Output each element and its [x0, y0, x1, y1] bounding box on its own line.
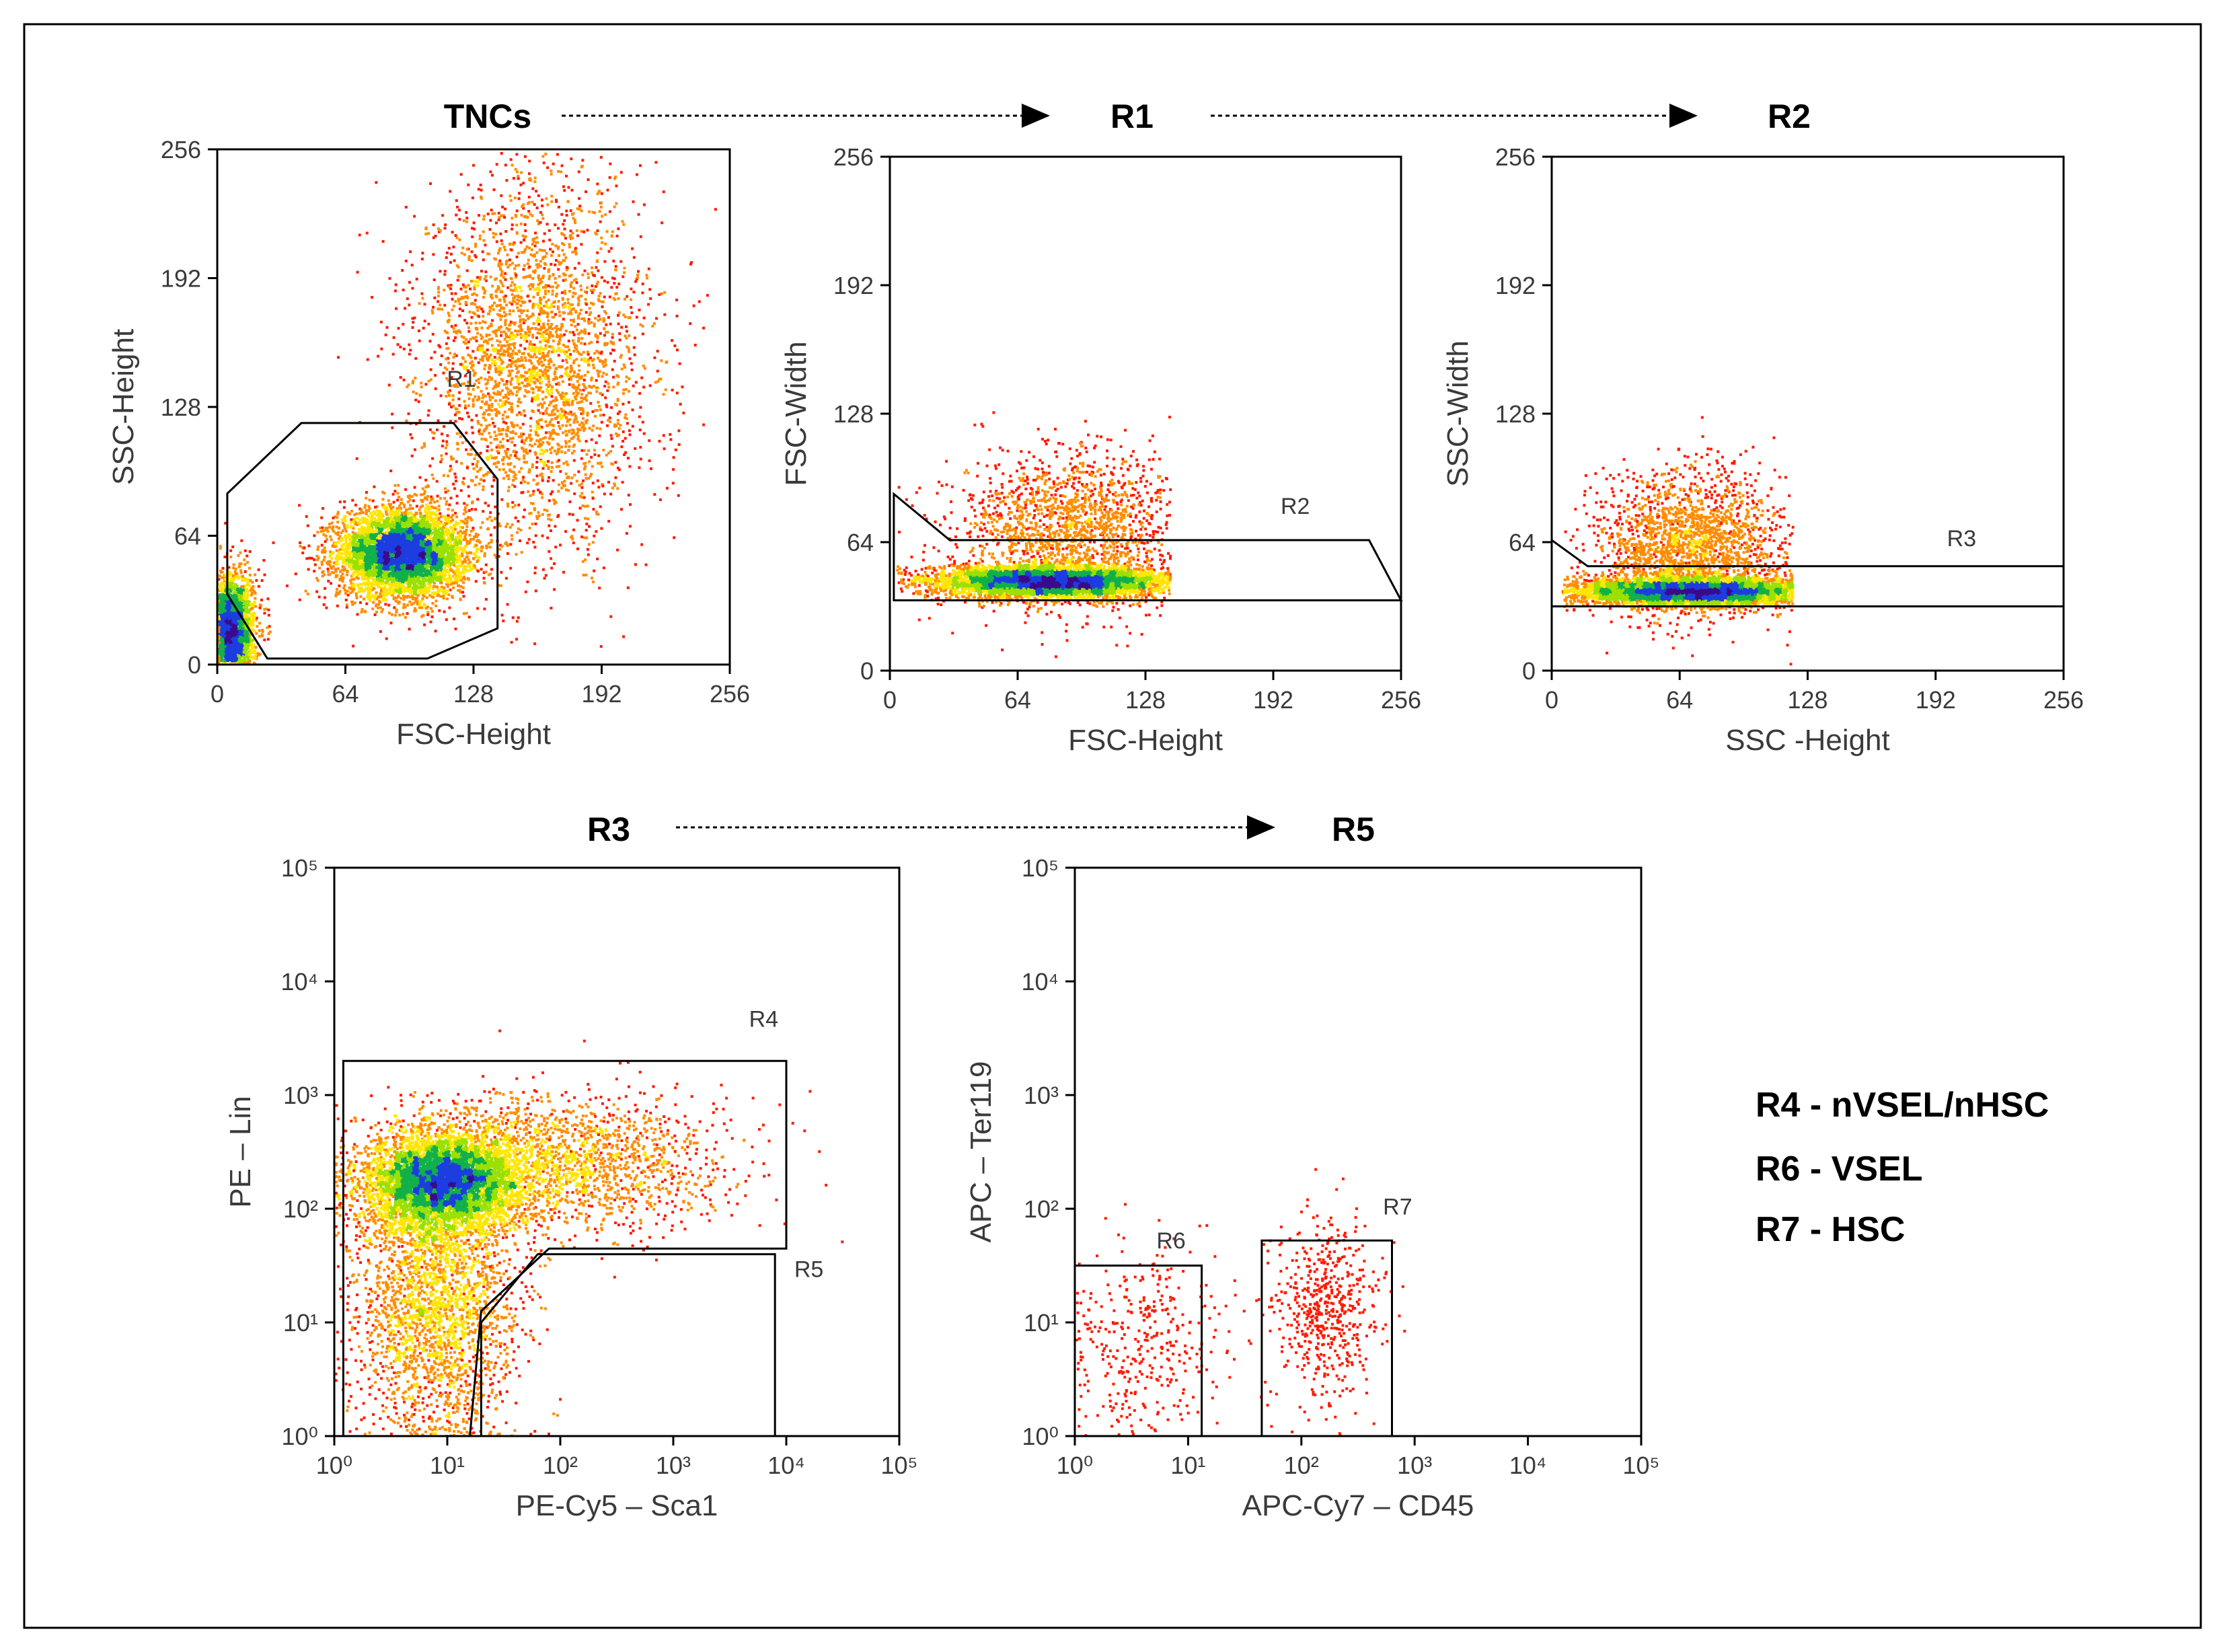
x-tick-label: 256: [2043, 686, 2084, 714]
flow-label-tncs: TNCs: [444, 98, 532, 135]
gate-r2: [893, 492, 1403, 601]
gate-r1: [226, 422, 499, 660]
y-tick-label: 128: [161, 393, 201, 421]
x-axis-label: PE-Cy5 – Sca1: [516, 1489, 718, 1522]
x-tick-label: 10³: [656, 1452, 691, 1479]
y-tick-label: 10¹: [283, 1309, 318, 1337]
gate-r4: [342, 1059, 788, 1437]
x-tick-label: 64: [1666, 686, 1693, 714]
y-tick-label: 192: [1495, 272, 1536, 299]
x-tick-label: 10⁵: [1623, 1452, 1660, 1479]
gate-label-r7: R7: [1383, 1195, 1412, 1220]
y-tick-label: 10⁴: [280, 968, 318, 996]
x-tick-label: 10⁴: [767, 1452, 805, 1479]
y-tick-label: 64: [1509, 529, 1536, 556]
y-tick-label: 256: [1495, 143, 1536, 171]
y-tick-label: 0: [1522, 657, 1536, 685]
x-tick-label: 256: [710, 680, 750, 708]
plot-r1: R2 0 64 128 192 256 0 64 128 192 256 FSC-Height FSC-…: [780, 143, 1421, 757]
gate-label-r3: R3: [1947, 526, 1976, 552]
y-tick-label: 10⁵: [281, 854, 318, 882]
y-tick-label: 192: [161, 265, 201, 293]
density-cloud: [1561, 416, 1795, 666]
gate-label-r5: R5: [794, 1256, 823, 1282]
plot-r2: R3 0 64 128 192 256 0 64 128 192 256 SSC -Height SSC…: [1441, 143, 2084, 757]
plot-tncs: R1 0 64 128 192 256 0 64 128 192 256 FSC-Height SSC-…: [107, 136, 750, 751]
x-axis-label: SSC -Height: [1725, 724, 1890, 757]
x-tick-label: 192: [581, 680, 621, 708]
x-tick-label: 192: [1253, 686, 1293, 714]
y-tick-label: 10⁰: [282, 1423, 318, 1450]
y-tick-label: 10⁵: [1022, 854, 1059, 882]
y-tick-label: 10³: [1024, 1082, 1059, 1109]
gate-label-r4: R4: [749, 1007, 778, 1032]
legend: R4 - nVSEL/nHSC R6 - VSEL R7 - HSC: [1756, 1086, 2049, 1249]
x-tick-label: 0: [211, 680, 224, 708]
y-tick-label: 64: [847, 529, 874, 556]
legend-item-r7: R7 - HSC: [1756, 1210, 1905, 1249]
y-tick-label: 10⁰: [1022, 1423, 1059, 1450]
x-tick-label: 10⁴: [1509, 1452, 1547, 1479]
y-tick-label: 10⁴: [1021, 968, 1059, 996]
gate-label-r2: R2: [1281, 494, 1310, 519]
density-cloud: [334, 1029, 844, 1436]
x-tick-label: 64: [332, 680, 359, 708]
y-tick-label: 10¹: [1024, 1309, 1059, 1337]
y-tick-label: 256: [161, 136, 201, 163]
y-tick-label: 64: [174, 523, 201, 550]
x-tick-label: 256: [1381, 686, 1421, 714]
density-cloud: [217, 152, 717, 665]
x-tick-label: 10⁵: [881, 1452, 918, 1479]
gate-r5: [480, 1253, 776, 1437]
x-tick-label: 0: [1545, 686, 1558, 714]
gate-label-r1: R1: [447, 367, 476, 392]
x-tick-label: 10²: [1284, 1452, 1319, 1479]
y-tick-label: 10³: [283, 1082, 318, 1109]
y-axis-label: APC – Ter119: [965, 1061, 997, 1243]
flow-label-r3: R3: [587, 811, 630, 848]
x-tick-label: 0: [883, 686, 897, 714]
legend-item-r4: R4 - nVSEL/nHSC: [1756, 1086, 2049, 1125]
gate-r3: [1550, 538, 2065, 607]
x-tick-label: 128: [453, 680, 494, 708]
x-axis-label: FSC-Height: [1068, 724, 1223, 757]
plot-r3: R4 R5 10⁰ 10¹ 10² 10³ 10⁴ 10⁵ 10⁰ 10¹ 10² 10³ 10⁴ 10⁵…: [224, 854, 917, 1522]
x-tick-label: 10²: [543, 1452, 578, 1479]
x-axis-label: APC-Cy7 – CD45: [1242, 1489, 1474, 1522]
gate-label-r6: R6: [1156, 1228, 1185, 1254]
x-tick-label: 10¹: [1170, 1452, 1205, 1479]
x-tick-label: 10³: [1397, 1452, 1432, 1479]
y-axis-label: SSC-Width: [1441, 340, 1474, 487]
x-tick-label: 64: [1004, 686, 1031, 714]
x-tick-label: 10¹: [430, 1452, 465, 1479]
x-tick-label: 10⁰: [316, 1452, 352, 1479]
plot-r5: R6 R7 10⁰ 10¹ 10² 10³ 10⁴ 10⁵ 10⁰ 10¹ 10² 10³ 10⁴ 10⁵…: [965, 854, 1659, 1522]
legend-item-r6: R6 - VSEL: [1756, 1150, 1923, 1189]
y-axis-label: PE – Lin: [224, 1096, 257, 1207]
x-tick-label: 128: [1787, 686, 1827, 714]
x-tick-label: 10⁰: [1057, 1452, 1093, 1479]
outer-frame: [23, 23, 2202, 1629]
x-tick-label: 192: [1916, 686, 1956, 714]
y-tick-label: 128: [1495, 400, 1536, 428]
x-axis-label: FSC-Height: [396, 718, 551, 751]
y-tick-label: 256: [833, 143, 874, 171]
y-axis-label: FSC-Width: [780, 341, 813, 486]
x-tick-label: 128: [1125, 686, 1166, 714]
y-tick-label: 128: [833, 400, 874, 428]
flow-label-r1: R1: [1110, 98, 1154, 135]
flow-label-r5: R5: [1332, 811, 1375, 848]
gate-r7: [1260, 1239, 1393, 1437]
y-tick-label: 10²: [283, 1195, 318, 1223]
y-tick-label: 192: [833, 272, 874, 299]
y-tick-label: 0: [188, 651, 201, 679]
y-tick-label: 0: [860, 657, 874, 685]
density-cloud: [896, 411, 1172, 659]
y-tick-label: 10²: [1024, 1195, 1059, 1223]
y-axis-label: SSC-Height: [107, 329, 140, 485]
flow-label-r2: R2: [1768, 98, 1811, 135]
